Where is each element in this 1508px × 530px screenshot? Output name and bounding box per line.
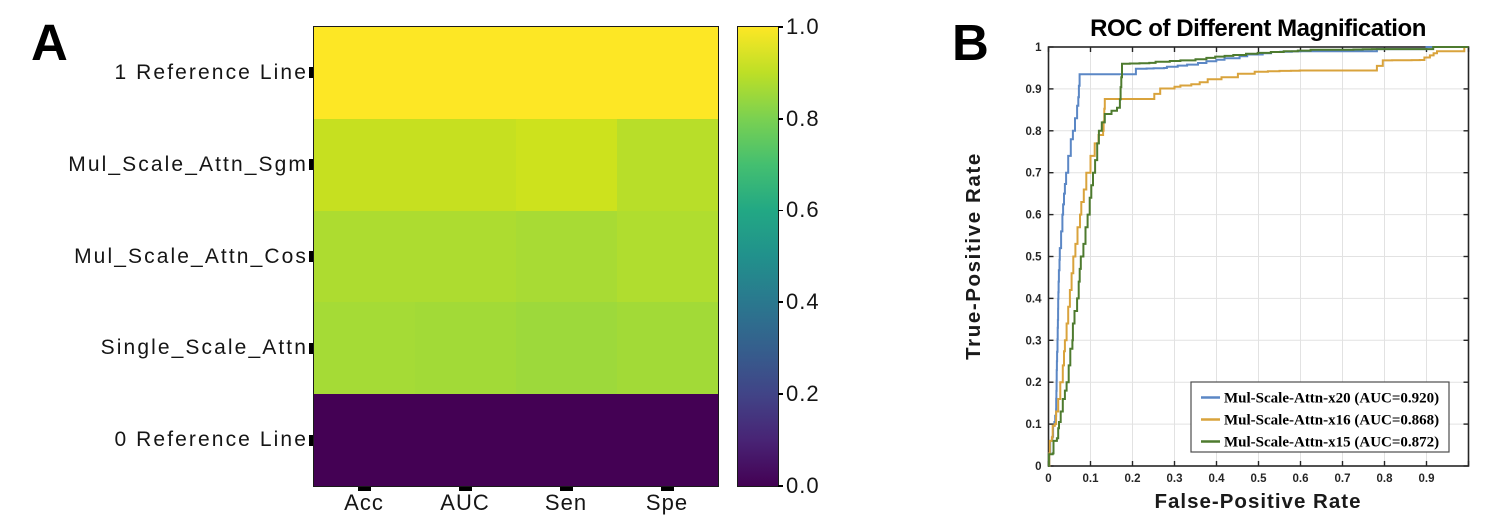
svg-text:0.1: 0.1	[1083, 473, 1100, 485]
svg-text:0: 0	[1035, 461, 1041, 473]
svg-text:0.2: 0.2	[1026, 377, 1042, 389]
svg-text:Mul-Scale-Attn-x20 (AUC=0.920): Mul-Scale-Attn-x20 (AUC=0.920)	[1224, 391, 1439, 407]
svg-text:0.8: 0.8	[1377, 473, 1394, 485]
svg-text:0.7: 0.7	[1335, 473, 1351, 485]
svg-text:0.4: 0.4	[1209, 473, 1226, 485]
svg-text:0.9: 0.9	[1419, 473, 1435, 485]
svg-text:0.6: 0.6	[1293, 473, 1309, 485]
svg-text:0.2: 0.2	[1125, 473, 1141, 485]
svg-text:0.4: 0.4	[1026, 293, 1043, 305]
svg-text:0: 0	[1045, 473, 1051, 485]
svg-text:False-Positive Rate: False-Positive Rate	[1155, 490, 1362, 513]
svg-text:0.8: 0.8	[1026, 126, 1043, 138]
svg-text:0.3: 0.3	[1167, 473, 1183, 485]
svg-text:0.7: 0.7	[1026, 168, 1042, 180]
svg-text:0.5: 0.5	[1251, 473, 1268, 485]
svg-text:ROC of Different Magnification: ROC of Different Magnification	[1090, 15, 1426, 42]
svg-text:0.5: 0.5	[1026, 252, 1043, 264]
svg-text:Mul-Scale-Attn-x15 (AUC=0.872): Mul-Scale-Attn-x15 (AUC=0.872)	[1224, 435, 1439, 451]
svg-text:0.6: 0.6	[1026, 210, 1042, 222]
svg-text:Mul-Scale-Attn-x16 (AUC=0.868): Mul-Scale-Attn-x16 (AUC=0.868)	[1224, 413, 1439, 429]
svg-text:0.9: 0.9	[1026, 84, 1042, 96]
svg-text:0.1: 0.1	[1026, 419, 1043, 431]
svg-text:0.3: 0.3	[1026, 335, 1042, 347]
svg-text:1: 1	[1035, 42, 1042, 54]
svg-text:True-Positive Rate: True-Positive Rate	[962, 152, 985, 360]
